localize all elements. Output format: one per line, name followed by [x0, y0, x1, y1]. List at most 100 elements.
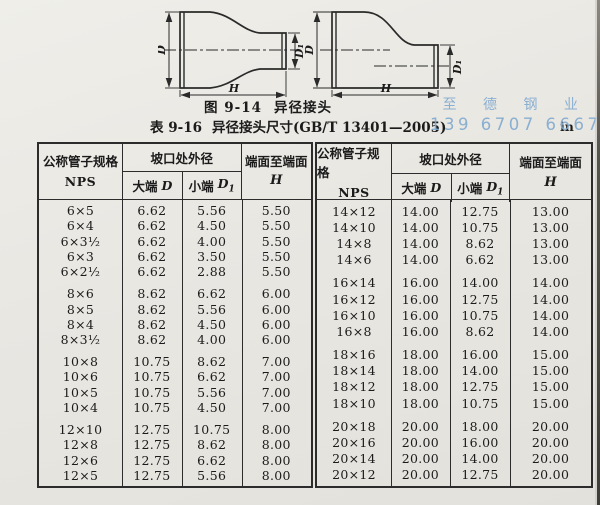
table-body-right: 14×12 14.00 12.75 13.00 14×10 14.00 10.75 13.00…	[317, 200, 591, 486]
header-od-group: 坡口处外径 大端 D 小端 D1	[121, 144, 242, 199]
cell-nps: 16×10	[332, 307, 376, 323]
cell-nps: 20×18	[332, 418, 376, 434]
scan-edge	[597, 0, 600, 505]
table-row: 6×5 6.62 5.56 5.50	[39, 203, 311, 218]
cell-h: 20.00	[531, 451, 570, 467]
cell-nps: 8×4	[66, 316, 95, 332]
cell-h: 7.00	[261, 369, 291, 385]
cell-small-d1: 2.88	[197, 264, 227, 280]
reducer-outline	[179, 11, 287, 89]
cell-large-d: 6.62	[137, 248, 167, 264]
table-row: 10×6 10.75 6.62 7.00	[39, 369, 311, 384]
cell-small-d1: 6.62	[197, 452, 227, 468]
cell-small-d1: 6.62	[197, 286, 227, 302]
header-nps-sub: NPS	[338, 184, 370, 200]
cell-large-d: 14.00	[401, 203, 440, 219]
table-caption: 表 9-16 异径接头尺寸(GB/T 13401—2005)	[150, 116, 446, 136]
table-row: 16×12 16.00 12.75 14.00	[317, 291, 591, 307]
scan-edge-highlight	[595, 0, 597, 505]
cell-nps: 20×12	[332, 467, 376, 483]
cell-nps: 12×6	[62, 452, 99, 468]
table-row: 12×6 12.75 6.62 8.00	[39, 453, 311, 468]
cell-h: 8.00	[261, 437, 291, 453]
header-end-to-end-sym: H	[544, 174, 557, 190]
cell-nps: 12×5	[62, 467, 99, 483]
table-row: 8×5 8.62 5.56 6.00	[39, 301, 311, 317]
table-row: 16×10 16.00 10.75 14.00	[317, 307, 591, 323]
cell-large-d: 18.00	[401, 379, 440, 395]
cell-h: 13.00	[531, 203, 570, 219]
cell-small-d1: 4.50	[197, 399, 227, 415]
cell-large-d: 16.00	[401, 275, 440, 291]
cell-large-d: 8.62	[137, 286, 167, 302]
cell-h: 13.00	[531, 252, 570, 268]
header-od-title: 坡口处外径	[122, 144, 241, 172]
table-right-half: 公称管子规格 NPS 坡口处外径 大端 D 小端 D1	[315, 142, 593, 488]
reducer-outline	[331, 11, 439, 89]
cell-small-d1: 8.62	[197, 437, 227, 453]
table-header: 公称管子规格 NPS 坡口处外径 大端 D 小端 D1	[317, 144, 591, 203]
table-row: 16×14 16.00 14.00 14.00	[317, 275, 591, 291]
cell-large-d: 20.00	[401, 418, 440, 434]
watermark-phone: 139 6707 6667	[430, 115, 600, 134]
cell-large-d: 8.62	[137, 301, 167, 317]
cell-large-d: 14.00	[401, 235, 440, 251]
cell-nps: 6×3	[66, 248, 95, 264]
column-divider	[510, 200, 512, 486]
cell-h: 8.00	[261, 452, 291, 468]
row-group: 6×5 6.62 5.56 5.50 6×4 6.62 4.50 5.50 6×3½ 6.62 4.…	[39, 203, 311, 279]
cell-large-d: 20.00	[401, 467, 440, 483]
cell-large-d: 6.62	[137, 218, 167, 234]
table-row: 12×8 12.75 8.62 8.00	[39, 437, 311, 452]
cell-h: 7.00	[261, 399, 291, 415]
cell-nps: 6×5	[66, 203, 95, 219]
cell-small-d1: 4.00	[197, 331, 227, 347]
cell-nps: 18×16	[332, 347, 376, 363]
concentric-reducer-drawing: D D₁ H	[158, 11, 305, 99]
dim-label-D1: D₁	[293, 44, 305, 59]
table-left-half: 公称管子规格 NPS 坡口处外径 大端 D 小端 D1	[37, 142, 313, 488]
dim-label-D: D	[158, 45, 168, 56]
cell-nps: 14×6	[336, 252, 372, 268]
cell-nps: 16×8	[336, 323, 372, 339]
cell-nps: 16×12	[332, 291, 376, 307]
cell-nps: 10×4	[62, 399, 99, 415]
cell-small-d1: 16.00	[461, 435, 499, 451]
figure-caption: 图 9-14 异径接头	[163, 96, 373, 116]
cell-small-d1: 6.62	[197, 369, 227, 385]
header-nps: 公称管子规格 NPS	[39, 144, 122, 199]
dim-label-D1: D₁	[451, 60, 464, 75]
table-row: 6×3 6.62 3.50 5.50	[39, 249, 311, 264]
table-row: 18×14 18.00 14.00 15.00	[317, 363, 591, 379]
cell-h: 7.00	[261, 384, 291, 400]
cell-h: 6.00	[261, 316, 291, 332]
table-row: 14×12 14.00 12.75 13.00	[317, 203, 591, 219]
cell-small-d1: 10.75	[461, 219, 499, 235]
cell-h: 20.00	[531, 435, 570, 451]
cell-small-d1: 5.56	[197, 203, 227, 219]
row-group: 10×8 10.75 8.62 7.00 10×6 10.75 6.62 7.00 10×5 10…	[39, 354, 311, 415]
cell-h: 5.50	[261, 233, 291, 249]
cell-small-d1: 10.75	[461, 307, 499, 323]
header-od-group: 坡口处外径 大端 D 小端 D1	[390, 144, 511, 203]
cell-small-d1: 4.50	[197, 218, 227, 234]
cell-nps: 14×12	[332, 203, 376, 219]
cell-large-d: 12.75	[133, 422, 171, 438]
cell-nps: 20×16	[332, 435, 376, 451]
table-row: 12×5 12.75 5.56 8.00	[39, 468, 311, 483]
cell-h: 20.00	[531, 467, 570, 483]
cell-small-d1: 14.00	[461, 451, 499, 467]
cell-small-d1: 12.75	[461, 379, 499, 395]
dim-label-H: H	[228, 82, 240, 95]
cell-h: 6.00	[261, 286, 291, 302]
cell-large-d: 16.00	[401, 307, 440, 323]
cell-nps: 8×3½	[60, 331, 101, 347]
cell-small-d1: 6.62	[465, 252, 495, 268]
cell-h: 13.00	[531, 219, 570, 235]
table-row: 18×10 18.00 10.75 15.00	[317, 395, 591, 411]
cell-h: 5.50	[261, 203, 291, 219]
header-large-end: 大端 D	[132, 178, 173, 194]
cell-small-d1: 14.00	[461, 275, 499, 291]
cell-large-d: 12.75	[133, 467, 171, 483]
cell-nps: 14×10	[332, 219, 376, 235]
